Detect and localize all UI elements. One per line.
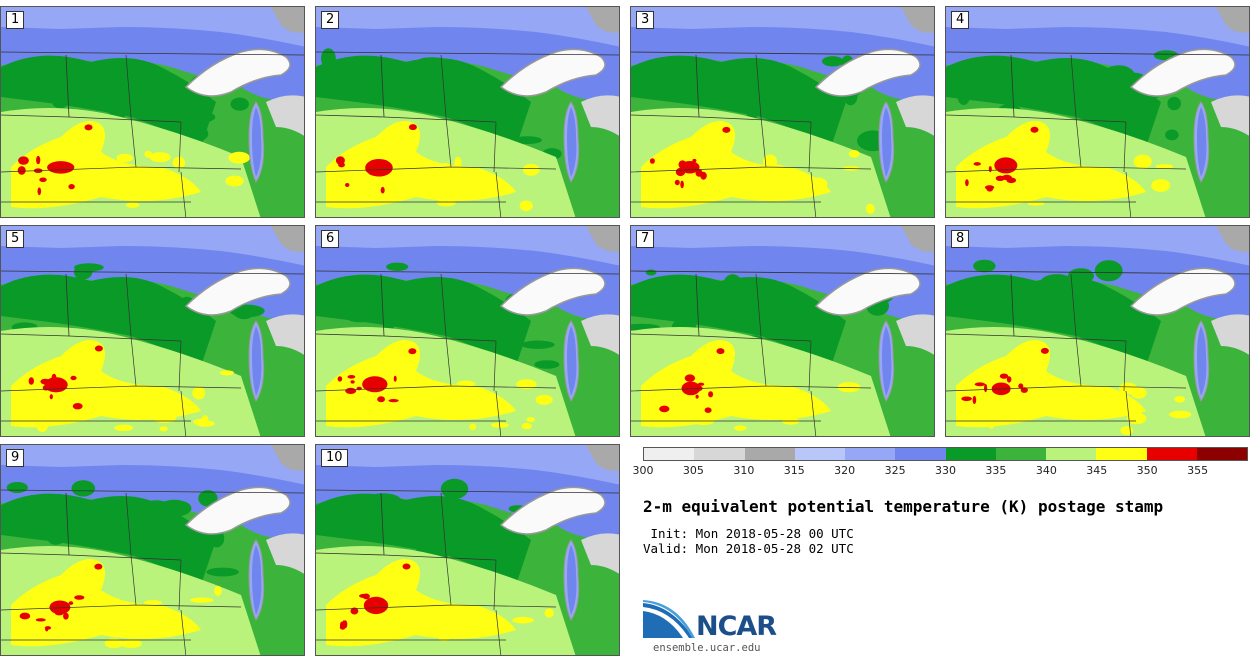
legend-tick-labels: 300 305 310 315 320 325 330 335 340 345 350 355: [633, 461, 1248, 477]
legend-swatch: [1046, 448, 1097, 460]
theta-e-map: [316, 7, 619, 217]
legend-tick-label: 330: [935, 464, 956, 477]
legend-swatch: [895, 448, 946, 460]
theta-e-map: [1, 7, 304, 217]
init-time: Init: Mon 2018-05-28 00 UTC: [643, 526, 854, 541]
theta-e-map: [631, 7, 934, 217]
theta-e-map: [631, 226, 934, 436]
member-number-label: 5: [6, 230, 25, 248]
chart-title: 2-m equivalent potential temperature (K)…: [643, 497, 1164, 516]
legend-swatch: [1096, 448, 1147, 460]
legend-tick-label: 350: [1136, 464, 1158, 477]
legend-swatch: [945, 448, 996, 460]
website-url: ensemble.ucar.edu: [653, 642, 761, 654]
member-number-label: 4: [951, 11, 970, 29]
map-panel: 6: [315, 225, 620, 437]
map-panel: 8: [945, 225, 1250, 437]
legend-tick-label: 300: [632, 464, 654, 477]
legend-tick-label: 355: [1187, 464, 1209, 477]
legend-swatch: [995, 448, 1046, 460]
legend-swatch: [694, 448, 745, 460]
member-number-label: 2: [321, 11, 340, 29]
map-panel: 4: [945, 6, 1250, 218]
color-legend: 300 305 310 315 320 325 330 335 340 345 350 355: [633, 447, 1248, 477]
legend-swatch: [744, 448, 795, 460]
legend-tick-label: 320: [834, 464, 856, 477]
member-number-label: 7: [636, 230, 655, 248]
theta-e-map: [316, 226, 619, 436]
legend-tick-label: 310: [733, 464, 755, 477]
legend-tick-label: 335: [985, 464, 1007, 477]
legend-swatch: [644, 448, 695, 460]
legend-tick-label: 325: [884, 464, 906, 477]
valid-time: Valid: Mon 2018-05-28 02 UTC: [643, 541, 854, 556]
member-number-label: 8: [951, 230, 970, 248]
legend-tick-label: 315: [783, 464, 805, 477]
theta-e-map: [946, 226, 1249, 436]
theta-e-map: [316, 445, 619, 655]
member-number-label: 1: [6, 11, 25, 29]
legend-swatch: [1196, 448, 1247, 460]
map-panel: 1: [0, 6, 305, 218]
member-number-label: 10: [321, 449, 348, 467]
member-number-label: 9: [6, 449, 25, 467]
ncar-logo-icon: [643, 600, 695, 638]
map-panel: 5: [0, 225, 305, 437]
legend-tick-label: 305: [682, 464, 704, 477]
map-panel: 10: [315, 444, 620, 656]
map-panel: 7: [630, 225, 935, 437]
legend-color-bar: [643, 447, 1248, 461]
legend-swatch: [794, 448, 845, 460]
theta-e-map: [946, 7, 1249, 217]
map-panel: 3: [630, 6, 935, 218]
theta-e-map: [1, 226, 304, 436]
ncar-logo-text: NCAR: [696, 611, 777, 642]
map-panel: 2: [315, 6, 620, 218]
legend-swatch: [1146, 448, 1197, 460]
member-number-label: 6: [321, 230, 340, 248]
theta-e-map: [1, 445, 304, 655]
member-number-label: 3: [636, 11, 655, 29]
legend-tick-label: 340: [1035, 464, 1057, 477]
map-panel: 9: [0, 444, 305, 656]
legend-swatch: [845, 448, 896, 460]
legend-tick-label: 345: [1086, 464, 1108, 477]
